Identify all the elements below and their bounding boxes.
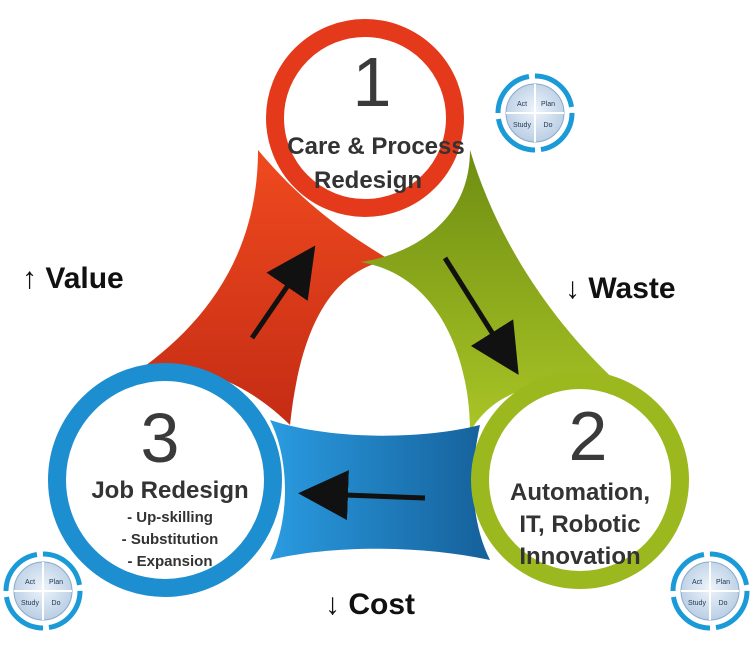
step-2-title-line3: Innovation (519, 543, 640, 570)
step-2-number: 2 (569, 397, 608, 475)
step-2-title-line2: IT, Robotic (519, 511, 640, 538)
pdsa-1-act: Act (517, 101, 527, 108)
pdsa-3-do: Do (719, 600, 728, 607)
pdsa-3-plan: Plan (716, 579, 730, 586)
band-red (128, 150, 390, 425)
arrow-waste (442, 256, 519, 375)
circle-step-2 (471, 371, 689, 589)
circle-step-3 (48, 363, 282, 597)
pdsa-cycle-icon-2: Act Plan Study Do (3, 551, 83, 631)
pdsa-2-study: Study (21, 600, 39, 607)
step-3-bullet-1: - Up-skilling (127, 509, 213, 526)
pdsa-3-act: Act (692, 579, 702, 586)
step-3-title: Job Redesign (91, 477, 248, 504)
step-2-title-line1: Automation, (510, 479, 650, 506)
pdsa-2-act: Act (25, 579, 35, 586)
label-waste: ↓ Waste (565, 272, 676, 305)
pdsa-3-study: Study (688, 600, 706, 607)
pdsa-cycle-icon-3: Act Plan Study Do (670, 551, 750, 631)
pdsa-1-plan: Plan (541, 101, 555, 108)
pdsa-1-study: Study (513, 122, 531, 129)
pdsa-2-plan: Plan (49, 579, 63, 586)
step-1-title-line1: Care & Process (287, 133, 464, 160)
step-3-bullet-2: - Substitution (122, 531, 219, 548)
label-cost: ↓ Cost (325, 588, 415, 621)
label-value: ↑ Value (22, 262, 124, 295)
circle-step-1 (266, 19, 464, 217)
step-3-bullet-3: - Expansion (127, 553, 212, 570)
band-blue (270, 420, 490, 560)
arrow-value (249, 245, 316, 340)
step-1-title-line2: Redesign (314, 167, 422, 194)
pdsa-cycle-icon-1: Act Plan Study Do (495, 73, 575, 153)
step-1-number: 1 (353, 43, 392, 121)
arrow-cost (298, 470, 426, 521)
pdsa-1-do: Do (544, 122, 553, 129)
pdsa-2-do: Do (52, 600, 61, 607)
step-3-number: 3 (141, 399, 180, 477)
band-green (360, 150, 620, 432)
